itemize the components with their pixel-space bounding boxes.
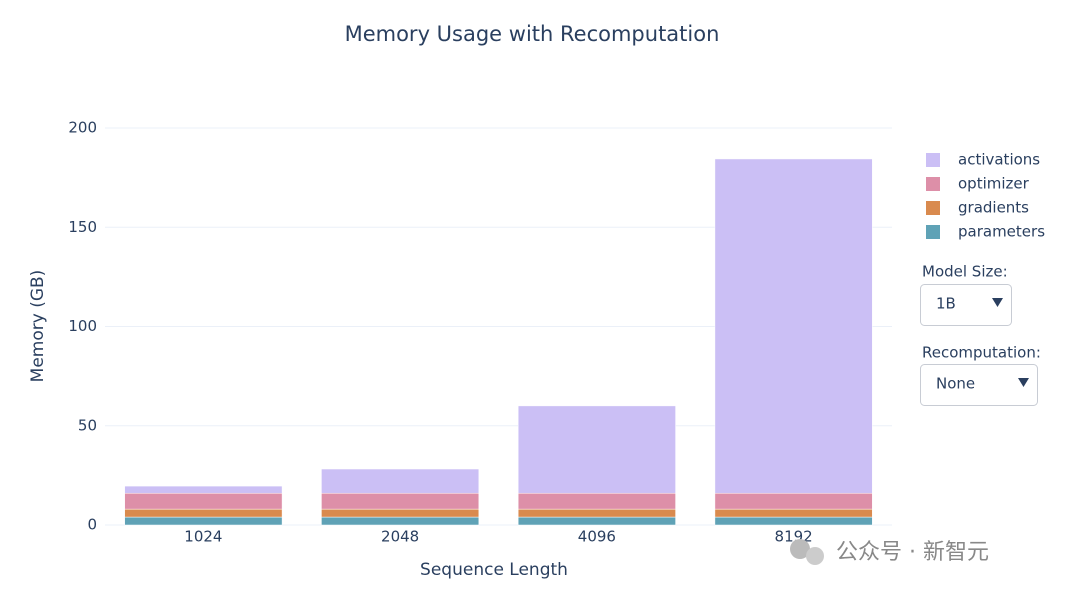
dropdown[interactable] bbox=[920, 364, 1038, 406]
bar-segment bbox=[321, 492, 480, 510]
bar-segment bbox=[517, 508, 676, 518]
y-tick-label: 0 bbox=[87, 516, 97, 534]
legend-swatch bbox=[926, 177, 940, 191]
legend-label: optimizer bbox=[958, 175, 1030, 193]
y-tick-label: 100 bbox=[68, 317, 97, 335]
bar-segment bbox=[124, 492, 283, 510]
bar-segment bbox=[321, 468, 480, 494]
watermark-icon bbox=[806, 547, 824, 565]
legend-label: gradients bbox=[958, 199, 1029, 217]
y-tick-label: 200 bbox=[68, 119, 97, 137]
legend-swatch bbox=[926, 201, 940, 215]
control-label: Recomputation: bbox=[922, 344, 1041, 362]
y-axis-title: Memory (GB) bbox=[28, 270, 48, 383]
bar-segment bbox=[714, 516, 873, 526]
bar-segment bbox=[714, 508, 873, 518]
bar-segment bbox=[517, 516, 676, 526]
legend-swatch bbox=[926, 225, 940, 239]
bar-segment bbox=[321, 516, 480, 526]
control-label: Model Size: bbox=[922, 263, 1008, 281]
control-1: Recomputation: None bbox=[920, 344, 1041, 406]
bar-segment bbox=[714, 492, 873, 510]
bar-segment bbox=[124, 485, 283, 494]
x-tick-label: 2048 bbox=[381, 528, 419, 546]
watermark: 公众号 · 新智元 bbox=[790, 539, 989, 565]
watermark-text: 公众号 · 新智元 bbox=[836, 540, 989, 565]
y-tick-label: 50 bbox=[78, 416, 97, 434]
y-tick-label: 150 bbox=[68, 218, 97, 236]
legend-label: activations bbox=[958, 151, 1040, 169]
dropdown-arrow bbox=[1018, 378, 1029, 387]
dropdown[interactable] bbox=[920, 284, 1012, 326]
legend-label: parameters bbox=[958, 223, 1045, 241]
bar-segment bbox=[714, 158, 873, 494]
bar-segment bbox=[321, 508, 480, 518]
x-tick-label: 1024 bbox=[184, 528, 222, 546]
legend-swatch bbox=[926, 153, 940, 167]
x-axis-title: Sequence Length bbox=[420, 560, 568, 580]
bar-segment bbox=[517, 492, 676, 510]
bar-segment bbox=[517, 405, 676, 494]
chart-title: Memory Usage with Recomputation bbox=[345, 22, 720, 46]
bar-segment bbox=[124, 508, 283, 518]
dropdown-arrow bbox=[992, 298, 1003, 307]
control-0: Model Size: 1B bbox=[920, 263, 1012, 326]
dropdown-value[interactable]: None bbox=[936, 375, 975, 393]
dropdown-value[interactable]: 1B bbox=[936, 295, 956, 313]
bar-segment bbox=[124, 516, 283, 526]
x-tick-label: 4096 bbox=[578, 528, 616, 546]
watermark-icon bbox=[790, 539, 810, 559]
